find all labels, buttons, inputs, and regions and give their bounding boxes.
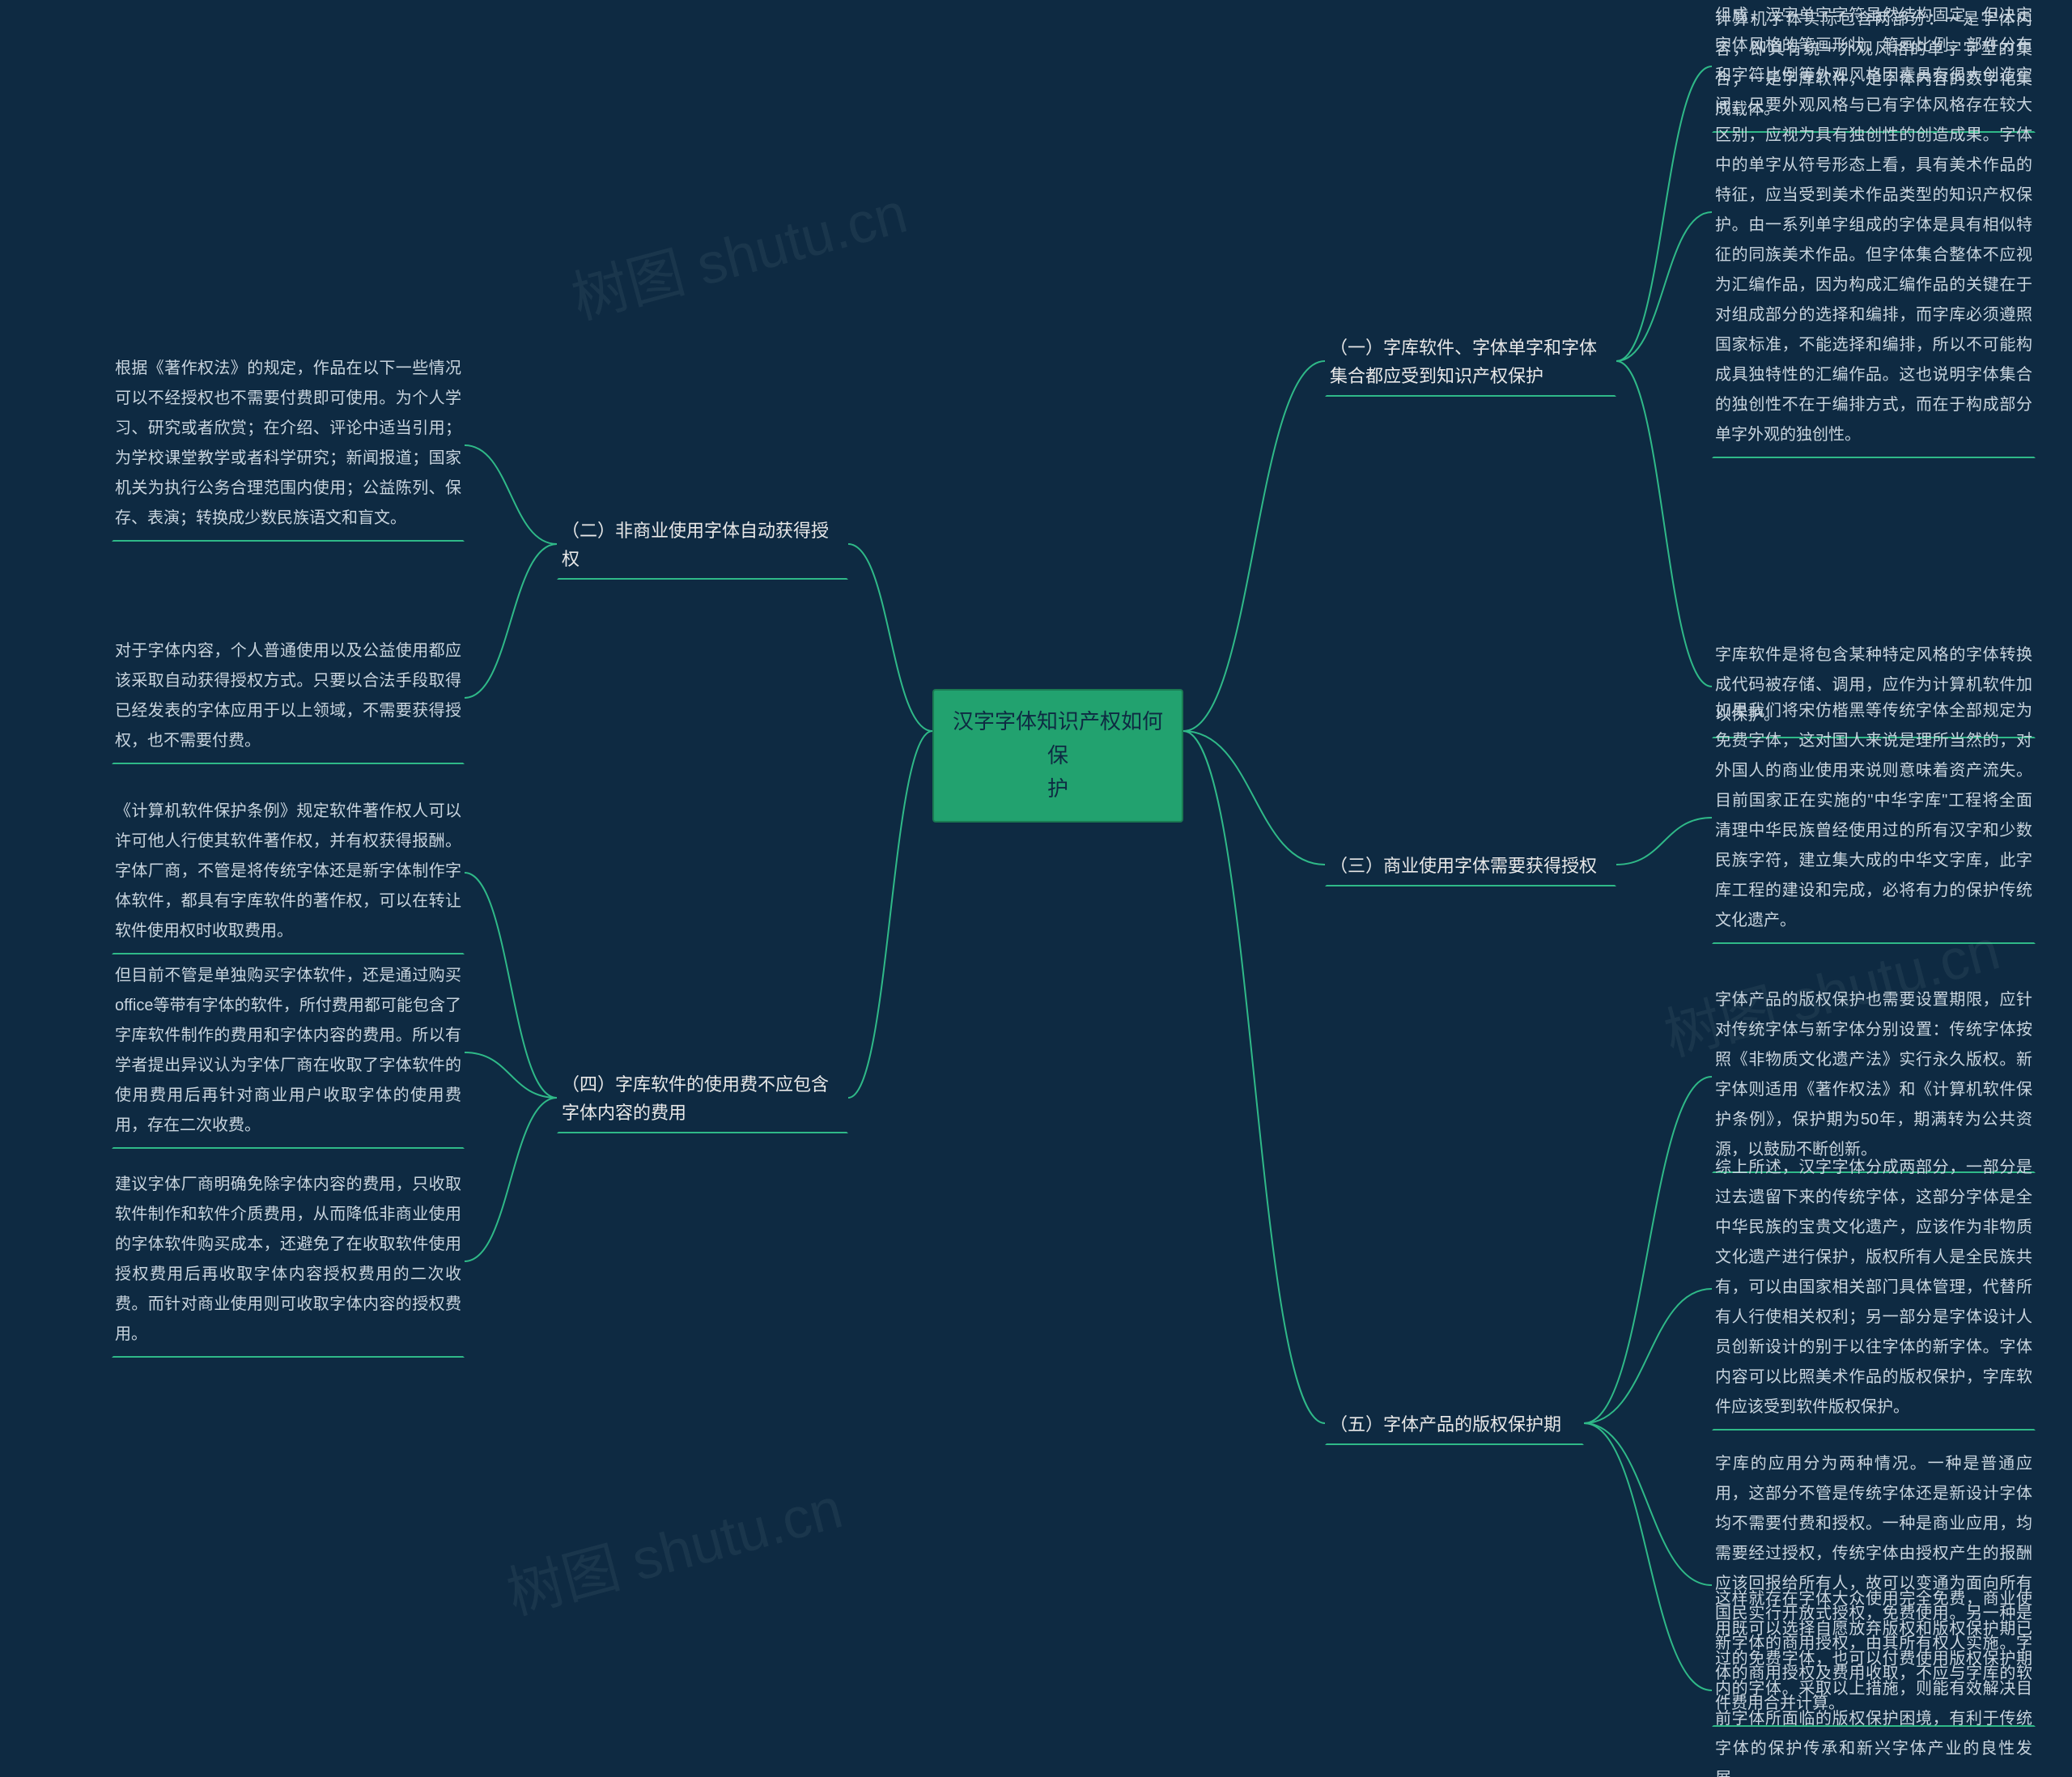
connector [465, 544, 557, 698]
connector [1616, 361, 1712, 687]
connector [848, 544, 932, 731]
watermark: 树图 shutu.cn [497, 1463, 850, 1630]
leaf-node-b2l2[interactable]: 对于字体内容，个人普通使用以及公益使用都应该采取自动获得授权方式。只要以合法手段… [112, 631, 465, 764]
leaf-node-b4l2[interactable]: 但目前不管是单独购买字体软件，还是通过购买office等带有字体的软件，所付费用… [112, 956, 465, 1149]
branch-node-b1[interactable]: （一）字库软件、字体单字和字体集合都应受到知识产权保护 [1325, 327, 1616, 397]
leaf-node-b2l1[interactable]: 根据《著作权法》的规定，作品在以下一些情况可以不经授权也不需要付费即可使用。为个… [112, 349, 465, 542]
mindmap-canvas: 汉字字体知识产权如何保护（一）字库软件、字体单字和字体集合都应受到知识产权保护计… [0, 0, 2072, 1777]
branch-node-b3[interactable]: （三）商业使用字体需要获得授权 [1325, 845, 1616, 886]
connector [848, 731, 932, 1098]
connector [465, 873, 557, 1098]
connector [1584, 1077, 1712, 1423]
connector [1183, 731, 1325, 1423]
leaf-node-b1l2[interactable]: 字体内容由一系列具有统一外观风格的单字组成，汉字单字字符虽然结构固定，但决定字体… [1712, 0, 2036, 458]
connector [1584, 1423, 1712, 1690]
connector [1584, 1423, 1712, 1585]
connector [1616, 212, 1712, 361]
connector [1616, 818, 1712, 865]
branch-node-b2[interactable]: （二）非商业使用字体自动获得授权 [557, 510, 848, 580]
connector [1616, 66, 1712, 361]
connector [1183, 731, 1325, 865]
leaf-node-b5l4[interactable]: 这样就存在字体大众使用完全免费，商业使用既可以选择自愿放弃版权和版权保护期已过的… [1712, 1579, 2036, 1777]
leaf-node-b4l1[interactable]: 《计算机软件保护条例》规定软件著作权人可以许可他人行使其软件著作权，并有权获得报… [112, 792, 465, 954]
connector [1584, 1289, 1712, 1423]
center-node[interactable]: 汉字字体知识产权如何保护 [932, 689, 1183, 823]
connector [465, 1098, 557, 1261]
leaf-node-b3l1[interactable]: 如果我们将宋仿楷黑等传统字体全部规定为免费字体，这对国人来说是理所当然的，对外国… [1712, 691, 2036, 944]
branch-node-b4[interactable]: （四）字库软件的使用费不应包含字体内容的费用 [557, 1064, 848, 1133]
branch-node-b5[interactable]: （五）字体产品的版权保护期 [1325, 1404, 1584, 1445]
connector [465, 445, 557, 544]
leaf-node-b5l2[interactable]: 综上所述，汉字字体分成两部分，一部分是过去遗留下来的传统字体，这部分字体是全中华… [1712, 1148, 2036, 1431]
leaf-node-b4l3[interactable]: 建议字体厂商明确免除字体内容的费用，只收取软件制作和软件介质费用，从而降低非商业… [112, 1165, 465, 1358]
watermark: 树图 shutu.cn [562, 168, 915, 335]
leaf-node-b5l1[interactable]: 字体产品的版权保护也需要设置期限，应针对传统字体与新字体分别设置：传统字体按照《… [1712, 980, 2036, 1173]
connector [1183, 361, 1325, 731]
connector [465, 1052, 557, 1098]
